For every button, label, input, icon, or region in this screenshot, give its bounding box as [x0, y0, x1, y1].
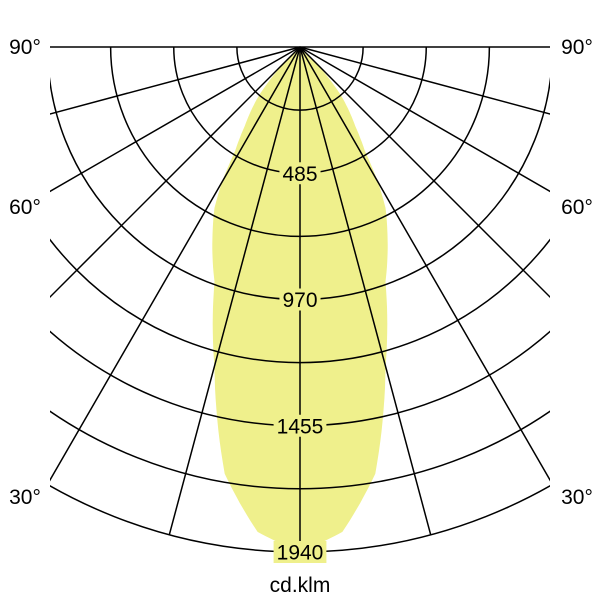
radial-tick-label-bg [273, 414, 327, 437]
grid-radial-line [50, 46, 301, 482]
grid-radial-line [299, 46, 550, 115]
radial-tick-label: 485 [282, 163, 317, 186]
grid-radial-line [50, 46, 301, 115]
grid-radial-line [168, 46, 301, 535]
radial-tick-label-bg [279, 162, 321, 185]
grid-radial-line [50, 46, 301, 193]
unit-label: cd.klm [270, 574, 331, 597]
angle-label-right: 30° [561, 486, 593, 509]
angle-label-right: 90° [561, 36, 593, 59]
grid-radial-line [299, 46, 550, 482]
label-layer: 485 970 1455 1940 90° 90° 60° 60° 30° 30° [9, 36, 593, 565]
angle-label-left: 30° [9, 486, 41, 509]
angle-label-right: 60° [561, 196, 593, 219]
radial-tick-label-bg [273, 541, 327, 563]
grid-radial-line [299, 46, 550, 299]
radial-tick-label: 970 [282, 289, 317, 312]
radial-tick-label: 1455 [277, 415, 324, 438]
angle-label-left: 90° [9, 36, 41, 59]
grid-radial-line [299, 46, 432, 535]
radial-tick-label-bg [279, 288, 321, 311]
radial-tick-label: 1940 [277, 542, 324, 565]
angle-label-left: 60° [9, 196, 41, 219]
grid-radial-line [299, 46, 550, 193]
grid-radial-line [50, 46, 301, 299]
